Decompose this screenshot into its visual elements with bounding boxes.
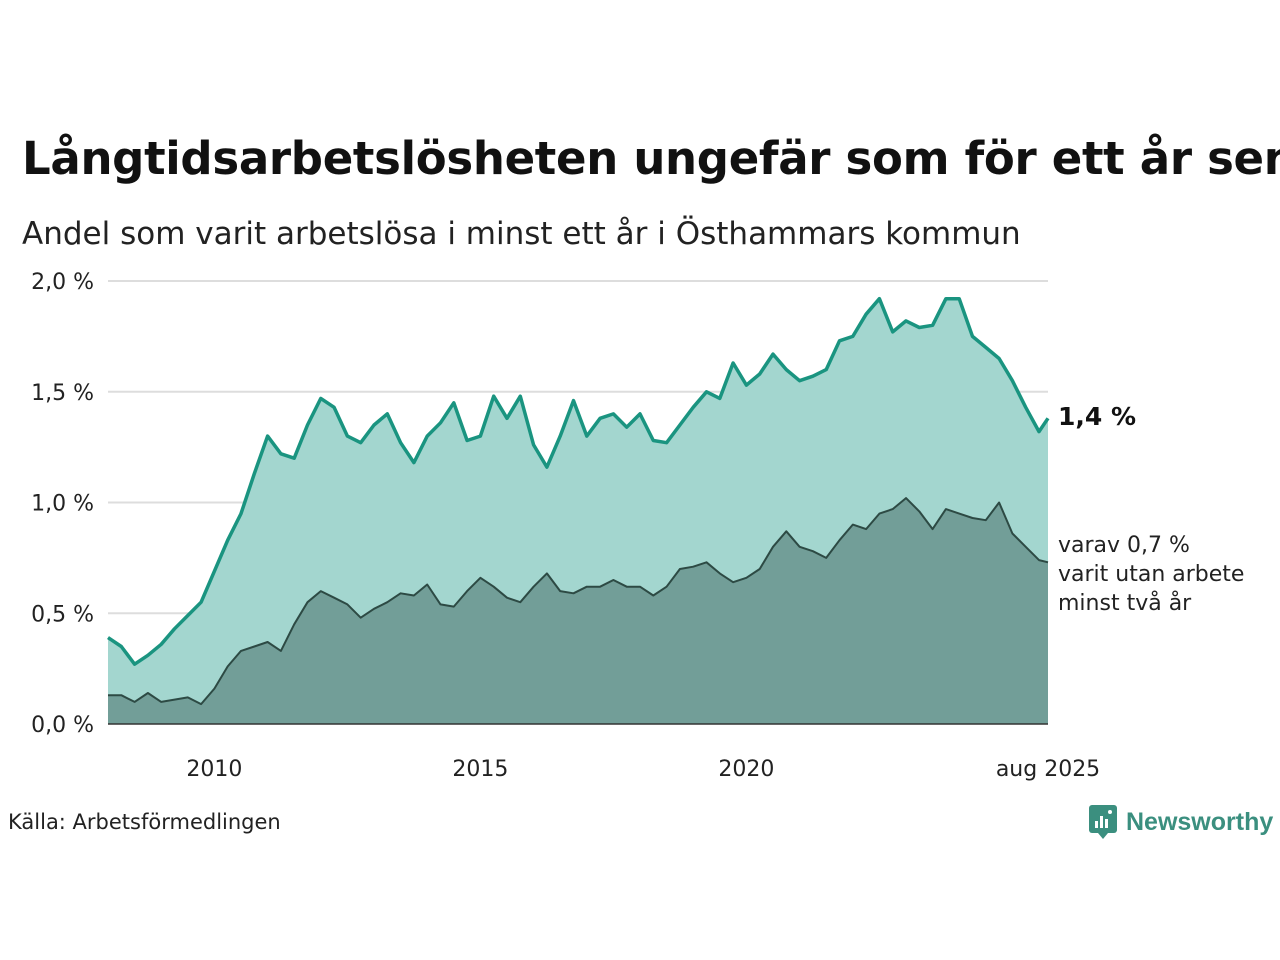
x-tick-label: aug 2025 (996, 757, 1100, 782)
y-tick-label: 0,0 % (31, 713, 94, 738)
axis-layer: 0,0 % 0,5 % 1,0 % 1,5 % 2,0 % 2010 2015 2020 aug… (31, 270, 1100, 782)
series-line-minst_tva_ar (108, 497, 1049, 706)
area-layer (107, 296, 1050, 724)
chart-subtitle: Andel som varit arbetslösa i minst ett å… (22, 216, 1021, 252)
x-tick-label: 2010 (186, 757, 242, 782)
y-tick-label: 1,5 % (31, 381, 94, 406)
y-tick-label: 1,0 % (31, 492, 94, 517)
source-note: Källa: Arbetsförmedlingen (8, 810, 281, 834)
chart-title: Långtidsarbetslösheten ungefär som för e… (22, 132, 1280, 185)
area-chart: 0,0 % 0,5 % 1,0 % 1,5 % 2,0 % 2010 2015 2020 aug… (31, 270, 1244, 782)
series-line-minst_ett_ar (107, 296, 1050, 666)
end-label-sub-line: minst två år (1058, 590, 1192, 616)
brand-logo: Newsworthy (1088, 804, 1273, 840)
end-label-sub-line: varit utan arbete (1058, 562, 1244, 587)
newsworthy-logo-icon (1089, 805, 1117, 839)
end-label-main: 1,4 % (1058, 402, 1136, 431)
y-tick-label: 2,0 % (31, 270, 94, 295)
x-tick-label: 2015 (452, 757, 508, 782)
label-layer: 1,4 % varav 0,7 % varit utan arbete minst t… (1058, 402, 1244, 616)
end-label-sub-line: varav 0,7 % (1058, 533, 1190, 558)
x-tick-label: 2020 (718, 757, 774, 782)
y-tick-label: 0,5 % (31, 602, 94, 627)
series-area-minst_tva_ar (108, 498, 1048, 724)
brand-name: Newsworthy (1126, 807, 1274, 836)
